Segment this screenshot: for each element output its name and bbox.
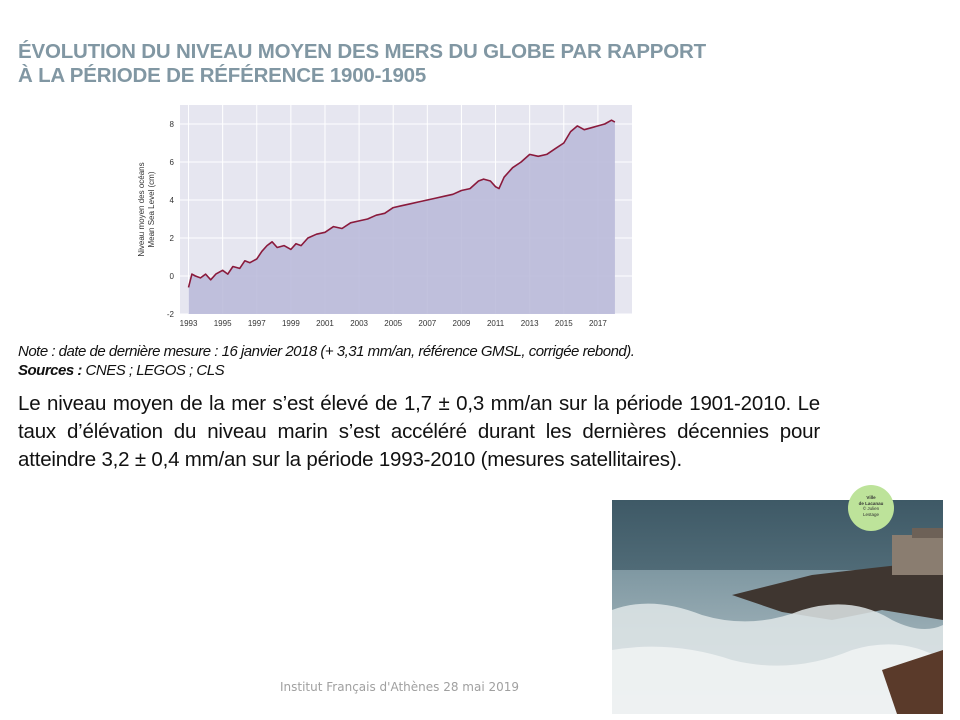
footer-text: Institut Français d'Athènes 28 mai 2019	[280, 680, 520, 694]
x-axis-ticks: 1993 1995 1997 1999 2001 2003 2005 2007 2009 2011…	[180, 319, 608, 328]
x-tick-label: 2005	[384, 319, 402, 328]
slide-title: ÉVOLUTION DU NIVEAU MOYEN DES MERS DU GL…	[18, 40, 918, 88]
x-tick-label: 2011	[487, 319, 505, 328]
slide-title-line-1: ÉVOLUTION DU NIVEAU MOYEN DES MERS DU GL…	[18, 40, 706, 63]
y-tick-label: 4	[170, 196, 175, 205]
storm-coast-photo	[612, 500, 943, 714]
x-tick-label: 1993	[180, 319, 198, 328]
sea-level-chart: 1993 1995 1997 1999 2001 2003 2005 2007 2009 2011…	[137, 105, 632, 328]
x-tick-label: 2001	[316, 319, 334, 328]
x-tick-label: 1997	[248, 319, 266, 328]
x-tick-label: 2009	[453, 319, 471, 328]
y-axis-label-secondary: Mean Sea Level (cm)	[147, 171, 156, 247]
x-tick-label: 2017	[589, 319, 607, 328]
y-tick-label: -2	[167, 310, 175, 319]
badge-line-4: Lestage	[862, 511, 879, 517]
y-axis-label: Niveau moyen des océans	[137, 162, 146, 256]
sources-line: Sources : CNES ; LEGOS ; CLS	[18, 361, 838, 380]
sources-label: Sources :	[18, 362, 82, 379]
y-tick-label: 6	[170, 158, 175, 167]
body-paragraph: Le niveau moyen de la mer s’est élevé de…	[18, 392, 820, 471]
slide-title-line-2: À LA PÉRIODE DE RÉFÉRENCE 1900-1905	[18, 64, 427, 87]
chart-note: Note : date de dernière mesure : 16 janv…	[18, 342, 838, 380]
y-tick-label: 8	[170, 120, 175, 129]
x-tick-label: 1999	[282, 319, 300, 328]
badge-line-2: de Lacanau	[858, 500, 884, 506]
note-line: Note : date de dernière mesure : 16 janv…	[18, 343, 635, 360]
x-tick-label: 2013	[521, 319, 539, 328]
x-tick-label: 2003	[350, 319, 368, 328]
sources-text: CNES ; LEGOS ; CLS	[81, 362, 225, 379]
x-tick-label: 2015	[555, 319, 573, 328]
y-tick-label: 0	[170, 272, 175, 281]
badge-line-1: Ville	[866, 495, 876, 500]
x-tick-label: 2007	[418, 319, 436, 328]
y-axis-ticks: -2 0 2 4 6 8	[167, 120, 175, 319]
photo-credit-badge: Ville de Lacanau © Julien Lestage	[848, 485, 894, 531]
x-tick-label: 1995	[214, 319, 232, 328]
y-tick-label: 2	[170, 234, 175, 243]
badge-line-3: © Julien	[862, 506, 880, 511]
sea-level-series-line	[187, 119, 616, 288]
chart-area-fill	[188, 120, 615, 314]
